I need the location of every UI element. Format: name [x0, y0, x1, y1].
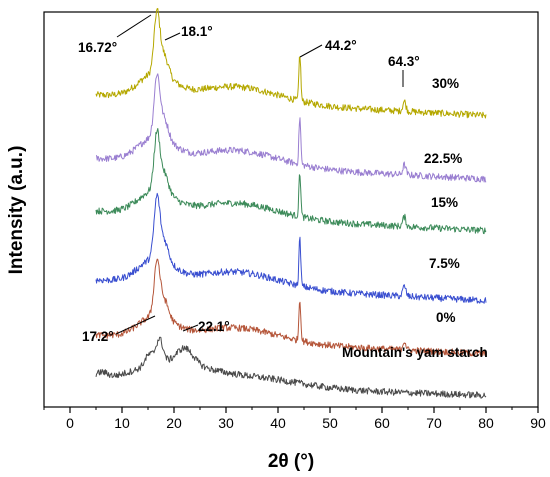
series-line-2 [95, 128, 487, 235]
series-label-yam: Mountain's yam starch [342, 345, 488, 360]
annotation-22-1-leader [182, 324, 199, 332]
annotation-17-2: 17.2° [82, 315, 156, 344]
series-label-15: 15% [431, 195, 458, 210]
series-label-7-5: 7.5% [429, 256, 460, 271]
series-line-1 [96, 73, 487, 183]
annotation-64-3-text: 64.3° [388, 54, 420, 69]
x-tick-label: 60 [374, 415, 390, 431]
x-tick-label: 10 [114, 415, 130, 431]
annotation-18-1: 18.1° [164, 24, 213, 41]
plot-frame [43, 11, 539, 408]
x-tick-label: 20 [166, 415, 182, 431]
series-line-4 [95, 258, 487, 357]
x-tick-label: 50 [322, 415, 338, 431]
annotation-18-1-leader [164, 32, 181, 41]
series-layer [95, 8, 487, 399]
annotation-44-2-leader [299, 44, 323, 58]
annotation-17-2-leader [115, 315, 156, 335]
x-axis-title: 2θ (°) [268, 451, 314, 472]
series-line-5 [95, 336, 487, 399]
annotation-44-2-text: 44.2° [325, 38, 357, 53]
annotation-22-1-text: 22.1° [198, 319, 230, 334]
series-label-22-5: 22.5% [424, 151, 462, 166]
annotation-16-72-text: 16.72° [78, 40, 117, 55]
annotation-64-3: 64.3° [388, 54, 420, 87]
series-label-30: 30% [432, 76, 459, 91]
x-tick-label: 40 [270, 415, 286, 431]
x-tick-label: 0 [66, 415, 74, 431]
annotation-17-2-text: 17.2° [82, 329, 114, 344]
annotation-22-1: 22.1° [182, 319, 230, 334]
annotation-16-72: 16.72° [78, 14, 152, 55]
x-tick-label: 70 [426, 415, 442, 431]
x-tick-label: 30 [218, 415, 234, 431]
x-tick-label: 80 [478, 415, 494, 431]
annotation-18-1-text: 18.1° [181, 24, 213, 39]
annotation-16-72-leader [116, 14, 152, 38]
y-axis-title: Intensity (a.u.) [6, 146, 27, 275]
series-line-0 [95, 8, 487, 119]
series-line-3 [95, 192, 487, 304]
annotation-44-2: 44.2° [299, 38, 357, 58]
x-tick-label: 90 [530, 415, 546, 431]
series-label-0: 0% [436, 310, 456, 325]
x-ticks: 0 10 20 30 40 50 60 70 80 90 [43, 407, 546, 431]
